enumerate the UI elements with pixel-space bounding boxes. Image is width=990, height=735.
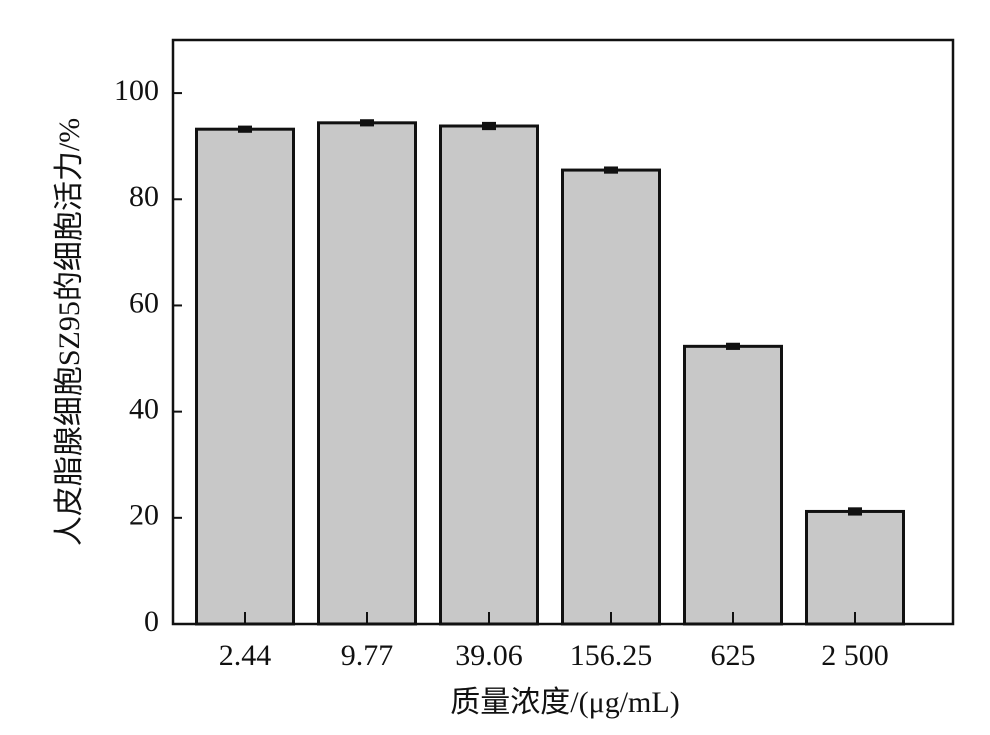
x-tick-label: 39.06 <box>455 639 523 672</box>
x-tick-label: 2.44 <box>219 639 272 672</box>
x-tick-label: 2 500 <box>821 639 889 672</box>
x-tick-label: 156.25 <box>570 639 653 672</box>
plot-frame <box>171 38 955 626</box>
error-cap <box>726 342 740 350</box>
error-cap <box>238 125 252 133</box>
y-axis-label: 人皮脂腺细胞SZ95的细胞活力/% <box>53 118 86 546</box>
bar <box>805 509 905 626</box>
error-cap <box>604 166 618 174</box>
y-tick-label: 100 <box>114 74 159 107</box>
error-cap <box>848 507 862 516</box>
x-axis-label: 质量浓度/(μg/mL) <box>450 686 679 719</box>
x-tick-label: 625 <box>711 639 756 672</box>
bar <box>439 124 539 626</box>
y-tick-label: 80 <box>129 180 159 213</box>
y-tick-label: 20 <box>129 499 159 532</box>
bar <box>683 344 783 626</box>
bar <box>195 127 295 626</box>
bar <box>317 121 417 626</box>
error-cap <box>482 121 496 131</box>
y-tick-label: 60 <box>129 286 159 319</box>
bar <box>561 168 661 626</box>
x-tick-label: 9.77 <box>341 639 394 672</box>
y-tick-label: 40 <box>129 393 159 426</box>
error-cap <box>360 119 374 127</box>
y-tick-label: 0 <box>144 605 159 638</box>
